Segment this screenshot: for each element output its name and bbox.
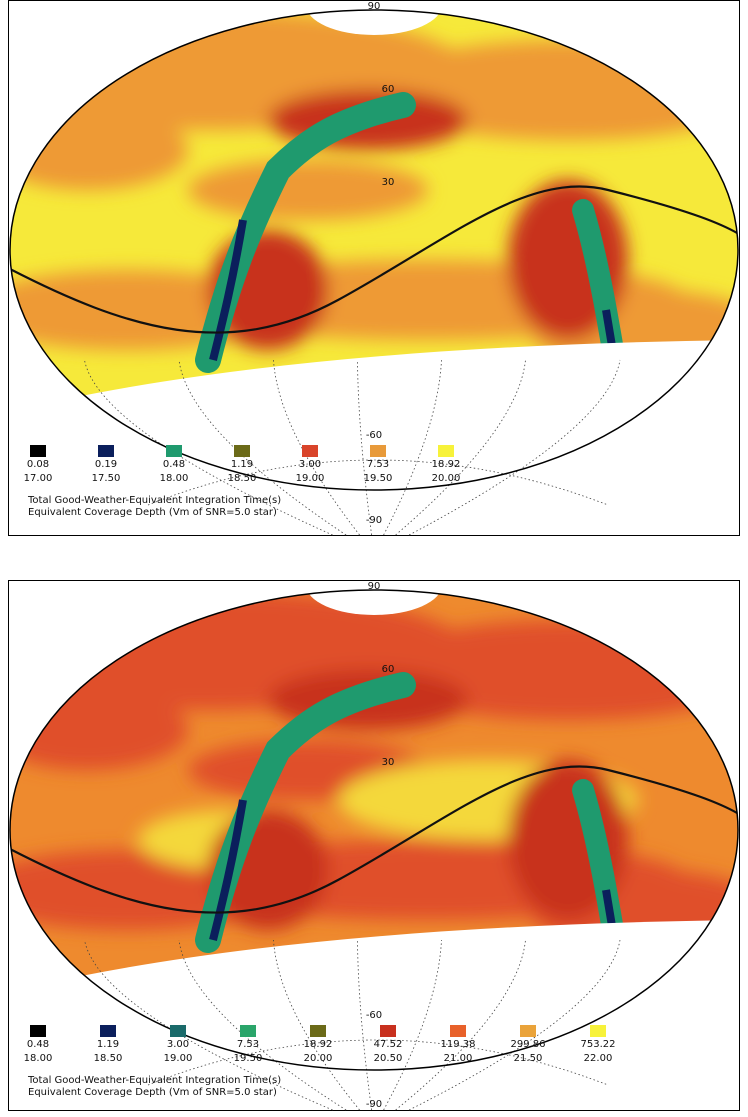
legend-swatch bbox=[302, 445, 318, 457]
legend-depth: 19.50 bbox=[364, 473, 393, 484]
grid-label: -90 bbox=[366, 515, 382, 526]
legend-depth: 19.50 bbox=[234, 1053, 263, 1064]
legend-depth: 18.00 bbox=[160, 473, 189, 484]
legend-time: 3.00 bbox=[167, 1039, 189, 1050]
legend-time: 7.53 bbox=[237, 1039, 259, 1050]
legend-depth: 20.50 bbox=[374, 1053, 403, 1064]
legend-swatch bbox=[30, 445, 46, 457]
heat-blob bbox=[188, 160, 428, 220]
legend-swatch bbox=[590, 1025, 606, 1037]
legend-depth: 18.50 bbox=[94, 1053, 123, 1064]
legend-swatch bbox=[234, 445, 250, 457]
grid-label: -60 bbox=[366, 1010, 382, 1021]
legend-depth: 21.00 bbox=[444, 1053, 473, 1064]
grid-label: -60 bbox=[366, 430, 382, 441]
legend-time: 1.19 bbox=[231, 459, 253, 470]
legend-time: 1.19 bbox=[97, 1039, 119, 1050]
legend-depth: 17.50 bbox=[92, 473, 121, 484]
legend-swatch bbox=[438, 445, 454, 457]
legend-time: 0.48 bbox=[163, 459, 185, 470]
legend-swatch bbox=[450, 1025, 466, 1037]
legend-time: 0.08 bbox=[27, 459, 49, 470]
legend-time: 18.92 bbox=[304, 1039, 333, 1050]
legend-depth: 19.00 bbox=[296, 473, 325, 484]
figure: 90 60 30 -60 -90 0.08 17.00 0.19 17.50 0.48 18.00 1… bbox=[0, 0, 748, 1113]
legend-swatch bbox=[170, 1025, 186, 1037]
legend-depth: 20.00 bbox=[432, 473, 461, 484]
legend-swatch bbox=[30, 1025, 46, 1037]
legend-depth: 18.50 bbox=[228, 473, 257, 484]
legend-depth: 22.00 bbox=[584, 1053, 613, 1064]
legend-swatch bbox=[100, 1025, 116, 1037]
grid-label: 60 bbox=[382, 664, 395, 675]
legend-time: 299.86 bbox=[511, 1039, 546, 1050]
legend-time: 18.92 bbox=[432, 459, 461, 470]
legend-time: 47.52 bbox=[374, 1039, 403, 1050]
legend-swatch bbox=[98, 445, 114, 457]
grid-label: 30 bbox=[382, 757, 395, 768]
legend-swatch bbox=[310, 1025, 326, 1037]
legend-swatch bbox=[166, 445, 182, 457]
grid-label: 90 bbox=[368, 1, 381, 12]
legend-time: 119.38 bbox=[441, 1039, 476, 1050]
grid-label: 90 bbox=[368, 581, 381, 592]
caption: Total Good-Weather-Equivalent Integratio… bbox=[27, 1075, 281, 1086]
caption: Equivalent Coverage Depth (Vm of SNR=5.0… bbox=[28, 507, 277, 518]
legend-swatch bbox=[520, 1025, 536, 1037]
legend-depth: 17.00 bbox=[24, 473, 53, 484]
grid-label: 30 bbox=[382, 177, 395, 188]
legend-depth: 19.00 bbox=[164, 1053, 193, 1064]
legend-swatch bbox=[380, 1025, 396, 1037]
page: {"panels": [ {"grid_labels": {"top": "90… bbox=[0, 0, 748, 1113]
legend-time: 0.19 bbox=[95, 459, 117, 470]
caption: Total Good-Weather-Equivalent Integratio… bbox=[27, 495, 281, 506]
legend-time: 0.48 bbox=[27, 1039, 49, 1050]
map-panel: 90 60 30 -60 -90 0.08 17.00 0.19 17.50 0.48 18.00 1… bbox=[0, 0, 748, 540]
grid-label: 60 bbox=[382, 84, 395, 95]
legend-depth: 21.50 bbox=[514, 1053, 543, 1064]
legend-time: 753.22 bbox=[581, 1039, 616, 1050]
legend-depth: 20.00 bbox=[304, 1053, 333, 1064]
legend-time: 3.00 bbox=[299, 459, 321, 470]
legend-swatch bbox=[240, 1025, 256, 1037]
grid-label: -90 bbox=[366, 1099, 382, 1110]
map-panel: 90 60 30 -60 -90 0.48 18.00 1.19 18.50 3.00 19.00 7… bbox=[0, 555, 748, 1113]
legend-time: 7.53 bbox=[367, 459, 389, 470]
caption: Equivalent Coverage Depth (Vm of SNR=5.0… bbox=[28, 1087, 277, 1098]
legend-depth: 18.00 bbox=[24, 1053, 53, 1064]
legend-swatch bbox=[370, 445, 386, 457]
